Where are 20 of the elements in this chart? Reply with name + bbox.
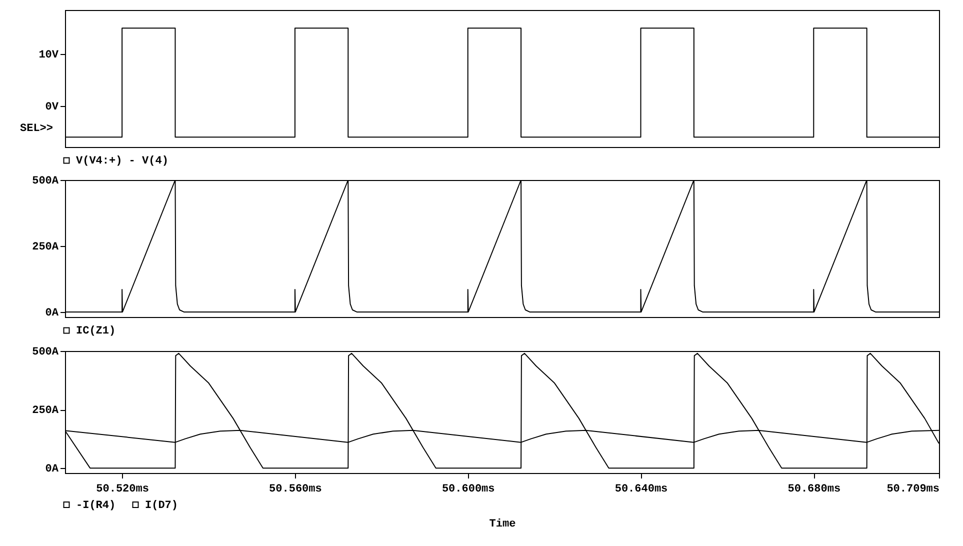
y-tick-label: 0A bbox=[45, 464, 59, 476]
y-tick-label: 250A bbox=[32, 241, 59, 254]
x-tick-label: 50.600ms bbox=[442, 484, 495, 496]
y-tick-label: 500A bbox=[32, 176, 59, 188]
y-tick-label: 250A bbox=[32, 405, 59, 418]
x-axis-title: Time bbox=[489, 518, 516, 530]
legend-label: V(V4:+) - V(4) bbox=[76, 156, 168, 168]
y-tick-label: 0A bbox=[45, 307, 59, 320]
y-tick-label: 10V bbox=[38, 50, 59, 62]
x-tick-label: 50.680ms bbox=[788, 484, 841, 496]
legend-label: I(D7) bbox=[145, 500, 178, 512]
x-tick-label: 50.709ms bbox=[886, 484, 940, 496]
x-tick-label: 50.640ms bbox=[614, 484, 668, 496]
y-tick-label: 0V bbox=[45, 102, 59, 114]
legend-label: -I(R4) bbox=[76, 500, 116, 512]
x-tick-label: 50.560ms bbox=[269, 484, 322, 496]
y-tick-label: 500A bbox=[32, 346, 59, 358]
x-tick-label: 50.520ms bbox=[96, 484, 149, 496]
legend-label: IC(Z1) bbox=[76, 326, 116, 338]
text: SEL>> bbox=[20, 123, 54, 135]
